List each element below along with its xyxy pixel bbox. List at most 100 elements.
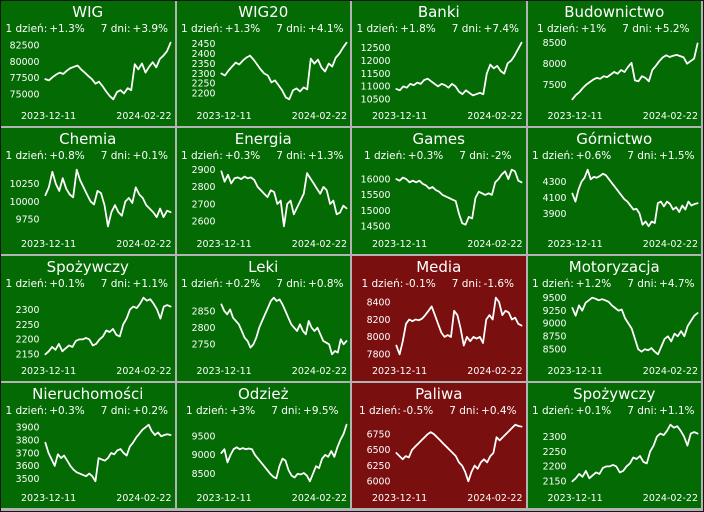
day-change: 1 dzień: +0.3% [5,405,86,418]
index-panel[interactable]: Spożywczy 1 dzień: +0.1% 7 dni: +1.1% 2300… [1,255,175,381]
week-change-label: 7 dni: [622,23,653,35]
y-axis-tick-label: 2600 [191,217,215,228]
y-axis-tick-label: 8200 [367,314,391,325]
date-start: 2023-12-11 [21,111,77,123]
week-change-value: -1.6% [483,277,514,290]
week-change: 7 dni: +3.9% [101,23,170,36]
index-panel[interactable]: Media 1 dzień: -0.1% 7 dni: -1.6% 8400 8200… [352,255,526,381]
sparkline-chart: 2300 2250 2200 2150 [16,296,172,360]
y-axis-tick-label: 2300 [16,304,40,315]
date-start: 2023-12-11 [196,493,252,504]
y-axis-tick-label: 2850 [191,306,215,317]
sparkline-chart: 10250 10000 9750 [10,169,172,228]
day-change: 1 dzień: +0.3% [181,150,262,163]
week-change: 7 dni: +0.8% [276,278,345,291]
y-axis-tick-label: 75000 [10,89,40,100]
day-change-value: -0.5% [402,404,434,417]
day-change-label: 1 dzień: [5,404,48,417]
panel-title: Motoryzacja [568,257,660,276]
y-axis-tick-label: 9000 [542,318,566,329]
y-axis-tick-label: 2150 [16,349,40,360]
date-end: 2024-02-22 [642,493,698,504]
date-end: 2024-02-22 [291,238,347,250]
panel-title: Leki [248,257,279,276]
date-start: 2023-12-11 [372,365,428,377]
y-axis-tick-label: 10500 [361,95,391,106]
index-panel[interactable]: WIG20 1 dzień: +1.3% 7 dni: +4.1% 2450 2400… [176,1,351,127]
y-axis-tick-label: 2300 [191,69,215,80]
index-panel[interactable]: Energia 1 dzień: +0.3% 7 dni: +1.3% 2900 28… [176,128,350,254]
week-change-value: +4.7% [659,277,695,290]
date-end: 2024-02-22 [116,238,172,250]
panel-stats: 1 dzień: +3% 7 dni: +9.5% [177,405,351,418]
date-start: 2023-12-11 [196,365,252,377]
panel-stats: 1 dzień: +0.1% 7 dni: +1.1% [1,278,175,291]
panel-title: Odzież [238,384,289,403]
y-axis-tick-label: 12500 [361,43,391,54]
index-panel[interactable]: Budownictwo 1 dzień: +1% 7 dni: +5.2% 8500… [527,1,702,127]
index-panel[interactable]: Banki 1 dzień: +1.8% 7 dni: +7.4% 12500 120… [352,1,526,127]
day-change-value: -0.1% [405,277,436,290]
sparkline [219,41,347,101]
index-panel[interactable]: Nieruchomości 1 dzień: +0.3% 7 dni: +0.2% … [1,382,175,508]
y-axis-tick-label: 2700 [191,199,215,210]
date-start: 2023-12-11 [196,111,252,123]
panel-stats: 1 dzień: +1% 7 dni: +5.2% [528,23,702,36]
sparkline-chart: 4300 4100 3900 [542,169,698,228]
date-start: 2023-12-11 [21,238,77,250]
index-panel[interactable]: Leki 1 dzień: +0.2% 7 dni: +0.8% 2850 2800 2… [176,255,350,381]
panel-title: Banki [417,3,460,21]
panel-stats: 1 dzień: +1.3% 7 dni: +4.1% [177,23,351,36]
index-panel[interactable]: Chemia 1 dzień: +0.8% 7 dni: +0.1% 10250 10… [1,128,175,254]
index-panel[interactable]: Górnictwo 1 dzień: +0.6% 7 dni: +1.5% 4300… [527,128,701,254]
index-panel[interactable]: WIG 1 dzień: +1.3% 7 dni: +3.9% 82500 80000… [1,1,175,127]
date-range: 2023-12-11 2024-02-22 [177,493,351,508]
panel-title: Paliwa [415,384,463,403]
date-start: 2023-12-11 [372,493,428,504]
sparkline [44,41,172,101]
day-change-value: +0.3% [407,150,444,163]
sparkline [44,296,172,355]
panel-title: Spożywczy [46,257,129,276]
date-start: 2023-12-11 [547,111,603,123]
day-change: 1 dzień: +0.3% [364,150,445,163]
y-axis-tick-label: 3500 [16,474,40,485]
date-end: 2024-02-22 [467,111,523,123]
y-axis-tick-label: 9500 [542,292,566,303]
index-panel[interactable]: Spożywczy 1 dzień: +0.1% 7 dni: +1.1% 2300… [527,382,701,508]
y-axis-tick-label: 8500 [542,38,566,49]
week-change-label: 7 dni: [627,150,658,163]
index-panel[interactable]: Paliwa 1 dzień: -0.5% 7 dni: +0.4% 6750 650… [352,382,526,508]
day-change: 1 dzień: -0.5% [359,405,435,418]
y-axis-tick-label: 2400 [191,49,215,60]
index-panel[interactable]: Motoryzacja 1 dzień: +1.2% 7 dni: +4.7% 95… [527,255,701,381]
week-change-value: +1.1% [132,277,169,290]
day-change: 1 dzień: +1.3% [5,23,86,36]
index-panel[interactable]: Odzież 1 dzień: +3% 7 dni: +9.5% 9500 9000 8… [176,382,351,508]
day-change: 1 dzień: +1.8% [356,23,437,36]
y-axis-tick-label: 2150 [542,476,566,487]
week-change: 7 dni: +1.3% [276,150,345,163]
date-start: 2023-12-11 [547,238,603,250]
date-end: 2024-02-22 [291,365,347,377]
panel-title: Nieruchomości [32,384,144,403]
y-axis-tick-label: 12000 [361,56,391,67]
date-range: 2023-12-11 2024-02-22 [1,366,175,381]
sparkline-chart: 2900 2800 2700 2600 [191,165,347,228]
y-axis-tick-label: 82500 [10,41,40,52]
panel-stats: 1 dzień: +1.3% 7 dni: +3.9% [1,23,175,36]
y-axis-tick-label: 6750 [367,429,391,440]
day-change-label: 1 dzień: [5,277,48,290]
y-axis-tick-label: 10000 [10,197,40,208]
date-end: 2024-02-22 [116,111,172,123]
panel-title: Media [416,257,462,276]
week-change-value: +0.1% [132,150,169,163]
index-panel[interactable]: Games 1 dzień: +0.3% 7 dni: -2% 16000 15500… [352,128,526,254]
date-range: 2023-12-11 2024-02-22 [352,111,526,126]
date-end: 2024-02-22 [642,111,698,123]
week-change-label: 7 dni: [451,23,482,35]
panel-title: WIG20 [238,3,289,21]
panel-stats: 1 dzień: -0.1% 7 dni: -1.6% [352,278,526,291]
y-axis-tick-label: 6250 [367,461,391,472]
